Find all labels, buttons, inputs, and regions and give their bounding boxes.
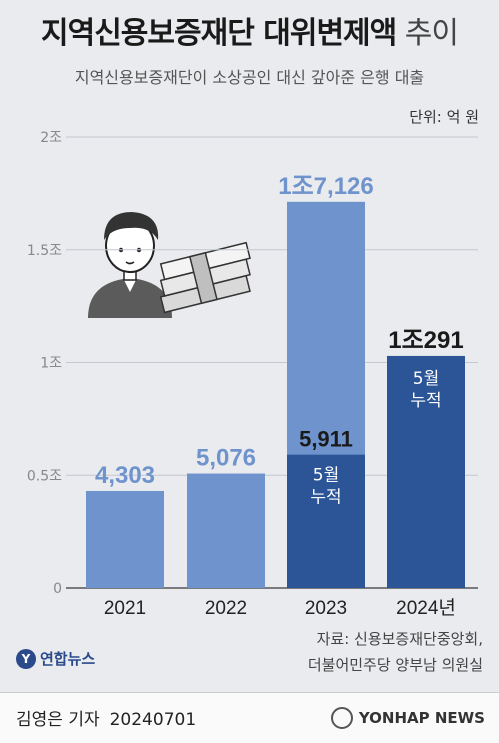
chart-subtitle: 지역신용보증재단이 소상공인 대신 갚아준 은행 대출 (74, 68, 425, 87)
yonhap-globe-icon (330, 707, 353, 729)
bar-note: 누적 (410, 391, 441, 411)
source-line-2: 더불어민주당 양부남 의원실 (307, 656, 483, 674)
publish-date: 20240701 (109, 710, 197, 730)
y-tick-label: 1조 (40, 356, 62, 372)
x-axis: 2021 2022 2023 2024년 (104, 597, 456, 619)
bars (86, 201, 465, 588)
yonhap-logo-icon: Y (16, 648, 36, 669)
person-with-money-illustration (88, 212, 251, 318)
bar (86, 490, 164, 588)
bar (187, 473, 265, 588)
unit-label: 단위: 억 원 (409, 108, 479, 126)
agency-name: YONHAP NEWS (358, 709, 485, 727)
chart-title: 지역신용보증재단 대위변제액 추이 (0, 8, 499, 52)
byline: 김영은 기자 20240701 (16, 705, 196, 730)
source-line-1: 자료: 신용보증재단중앙회, (316, 630, 483, 648)
bar-value-label: 4,303 (95, 462, 155, 489)
reporter-name: 김영은 기자 (16, 710, 100, 730)
bar-note: 누적 (310, 488, 341, 508)
yonhap-logo: Y 연합뉴스 (16, 648, 95, 669)
bar (387, 355, 465, 588)
logo-text: 연합뉴스 (40, 650, 96, 668)
bar-value-label: 1조291 (388, 327, 463, 354)
y-tick-label: 0 (53, 581, 62, 597)
bar-partial-value-label: 5,911 (299, 427, 353, 452)
source-note: 자료: 신용보증재단중앙회, 더불어민주당 양부남 의원실 (308, 626, 483, 678)
x-tick-label: 2024년 (396, 597, 456, 619)
x-tick-label: 2022 (205, 598, 247, 619)
bar-value-label: 1조7,126 (278, 173, 374, 200)
y-tick-label: 0.5조 (27, 468, 62, 484)
x-tick-label: 2021 (104, 598, 146, 619)
title-main: 지역신용보증재단 대위변제액 (41, 16, 397, 51)
bar-note: 5월 (313, 466, 339, 486)
bar-partial (287, 454, 365, 588)
y-tick-label: 2조 (40, 130, 62, 146)
bar-value-label: 5,076 (196, 445, 256, 472)
footer-bar: 김영은 기자 20240701 YONHAP NEWS (0, 692, 499, 743)
x-tick-label: 2023 (305, 598, 347, 619)
bar-note: 5월 (413, 369, 439, 389)
agency-mark: YONHAP NEWS (330, 707, 485, 729)
title-light: 추이 (396, 16, 459, 51)
y-tick-label: 1.5조 (27, 243, 62, 259)
